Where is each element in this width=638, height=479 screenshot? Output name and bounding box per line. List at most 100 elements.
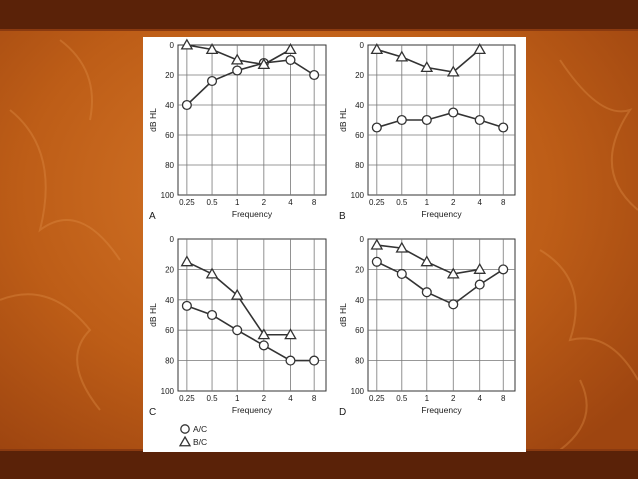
- data-point-circle: [421, 114, 432, 126]
- data-point-triangle: [395, 241, 409, 253]
- y-tick-label: 20: [355, 265, 364, 274]
- legend-label: A/C: [193, 424, 207, 434]
- y-tick-label: 40: [355, 101, 364, 110]
- data-point-circle: [285, 54, 296, 66]
- data-point-triangle: [205, 42, 219, 55]
- x-tick-label: 8: [312, 394, 317, 403]
- data-point-circle: [371, 256, 382, 267]
- x-tick-label: 1: [235, 394, 240, 403]
- data-point-triangle: [284, 328, 297, 340]
- legend-triangle-marker: [178, 435, 192, 447]
- legend-circle-marker: [180, 424, 190, 434]
- data-point-circle: [181, 300, 192, 311]
- y-tick-label: 0: [170, 41, 175, 50]
- y-tick-label: 40: [165, 296, 174, 305]
- data-point-triangle: [446, 65, 460, 77]
- plot-frame: [367, 238, 516, 392]
- x-tick-label: 2: [451, 198, 456, 207]
- data-point-circle: [232, 65, 243, 76]
- x-tick-label: 2: [451, 394, 456, 403]
- x-tick-label: 1: [425, 394, 430, 403]
- data-point-triangle: [284, 42, 297, 55]
- x-axis-label: Frequency: [232, 405, 273, 415]
- y-tick-label: 100: [351, 191, 365, 200]
- x-axis-label: Frequency: [421, 209, 462, 219]
- y-axis-label: dB HL: [148, 108, 158, 132]
- y-tick-label: 100: [161, 191, 175, 200]
- x-tick-label: 0.25: [369, 198, 385, 207]
- legend: A/C B/C: [178, 424, 207, 447]
- data-point-triangle: [205, 267, 219, 279]
- y-tick-label: 0: [360, 41, 365, 50]
- y-tick-label: 80: [165, 357, 174, 366]
- x-tick-label: 4: [288, 394, 293, 403]
- x-tick-label: 0.25: [179, 394, 195, 403]
- x-tick-label: 2: [262, 198, 267, 207]
- y-axis-label: dB HL: [148, 303, 158, 327]
- data-point-triangle: [230, 53, 244, 65]
- x-tick-label: 4: [477, 198, 482, 207]
- x-tick-label: 8: [501, 198, 506, 207]
- x-tick-label: 4: [477, 394, 482, 403]
- y-tick-label: 100: [351, 387, 365, 396]
- x-tick-label: 0.5: [396, 394, 408, 403]
- data-point-triangle: [395, 50, 409, 62]
- y-axis-label: dB HL: [338, 108, 348, 132]
- data-point-circle: [498, 264, 509, 275]
- panel-label: C: [149, 407, 156, 418]
- plot-frame: [177, 238, 327, 392]
- data-point-circle: [206, 309, 218, 321]
- data-point-triangle: [180, 255, 194, 267]
- bottom-band: [0, 449, 638, 479]
- audiogram-panel-d: 0 20 40 60 80 100 0.25 0.5 1 2 4 8 Frequency dB HL D: [338, 235, 516, 418]
- y-tick-label: 80: [355, 161, 364, 170]
- data-point-circle: [371, 122, 382, 133]
- y-tick-label: 60: [355, 131, 364, 140]
- y-tick-label: 60: [165, 326, 174, 335]
- x-tick-label: 0.25: [369, 394, 385, 403]
- top-band: [0, 0, 638, 31]
- data-point-circle: [421, 287, 432, 298]
- data-point-circle: [474, 114, 485, 126]
- data-point-triangle: [420, 255, 434, 267]
- data-point-circle: [309, 69, 320, 81]
- y-tick-label: 60: [165, 131, 174, 140]
- data-point-circle: [448, 299, 459, 310]
- data-point-circle: [498, 122, 509, 133]
- y-tick-label: 20: [165, 265, 174, 274]
- data-point-circle: [285, 355, 296, 366]
- data-point-circle: [258, 340, 269, 351]
- data-point-circle: [396, 268, 407, 280]
- x-tick-label: 0.5: [206, 198, 218, 207]
- x-tick-label: 1: [425, 198, 430, 207]
- data-point-triangle: [473, 262, 487, 274]
- y-tick-label: 20: [165, 71, 174, 80]
- y-tick-label: 20: [355, 71, 364, 80]
- plot-frame: [177, 44, 327, 196]
- data-point-circle: [181, 99, 192, 111]
- audiogram-panel-a: 0 20 40 60 80 100 0.25 0.5 1 2 4 8 Frequency dB HL A: [148, 38, 327, 222]
- y-tick-label: 0: [360, 235, 365, 244]
- x-axis-label: Frequency: [232, 209, 273, 219]
- x-tick-label: 1: [235, 198, 240, 207]
- y-tick-label: 40: [355, 296, 364, 305]
- data-point-triangle: [180, 38, 194, 50]
- top-band-line: [0, 29, 638, 31]
- data-point-triangle: [230, 288, 244, 300]
- data-point-circle: [232, 325, 243, 336]
- leaf-pattern: [0, 39, 638, 451]
- x-tick-label: 8: [501, 394, 506, 403]
- data-point-circle: [448, 107, 459, 118]
- x-tick-label: 8: [312, 198, 317, 207]
- y-tick-label: 60: [355, 326, 364, 335]
- x-tick-label: 0.5: [206, 394, 218, 403]
- audiogram-panel-b: 0 20 40 60 80 100 0.25 0.5 1 2 4 8 Frequency dB HL B: [338, 41, 516, 222]
- panel-label: B: [339, 211, 346, 222]
- data-point-triangle: [420, 60, 434, 73]
- audiogram-figure: 0 20 40 60 80 100 0.25 0.5 1 2 4 8 Frequency dB HL A 0 2…: [143, 37, 526, 452]
- data-point-circle: [396, 114, 407, 126]
- data-point-triangle: [473, 42, 487, 55]
- x-tick-label: 0.25: [179, 198, 195, 207]
- x-tick-label: 4: [288, 198, 293, 207]
